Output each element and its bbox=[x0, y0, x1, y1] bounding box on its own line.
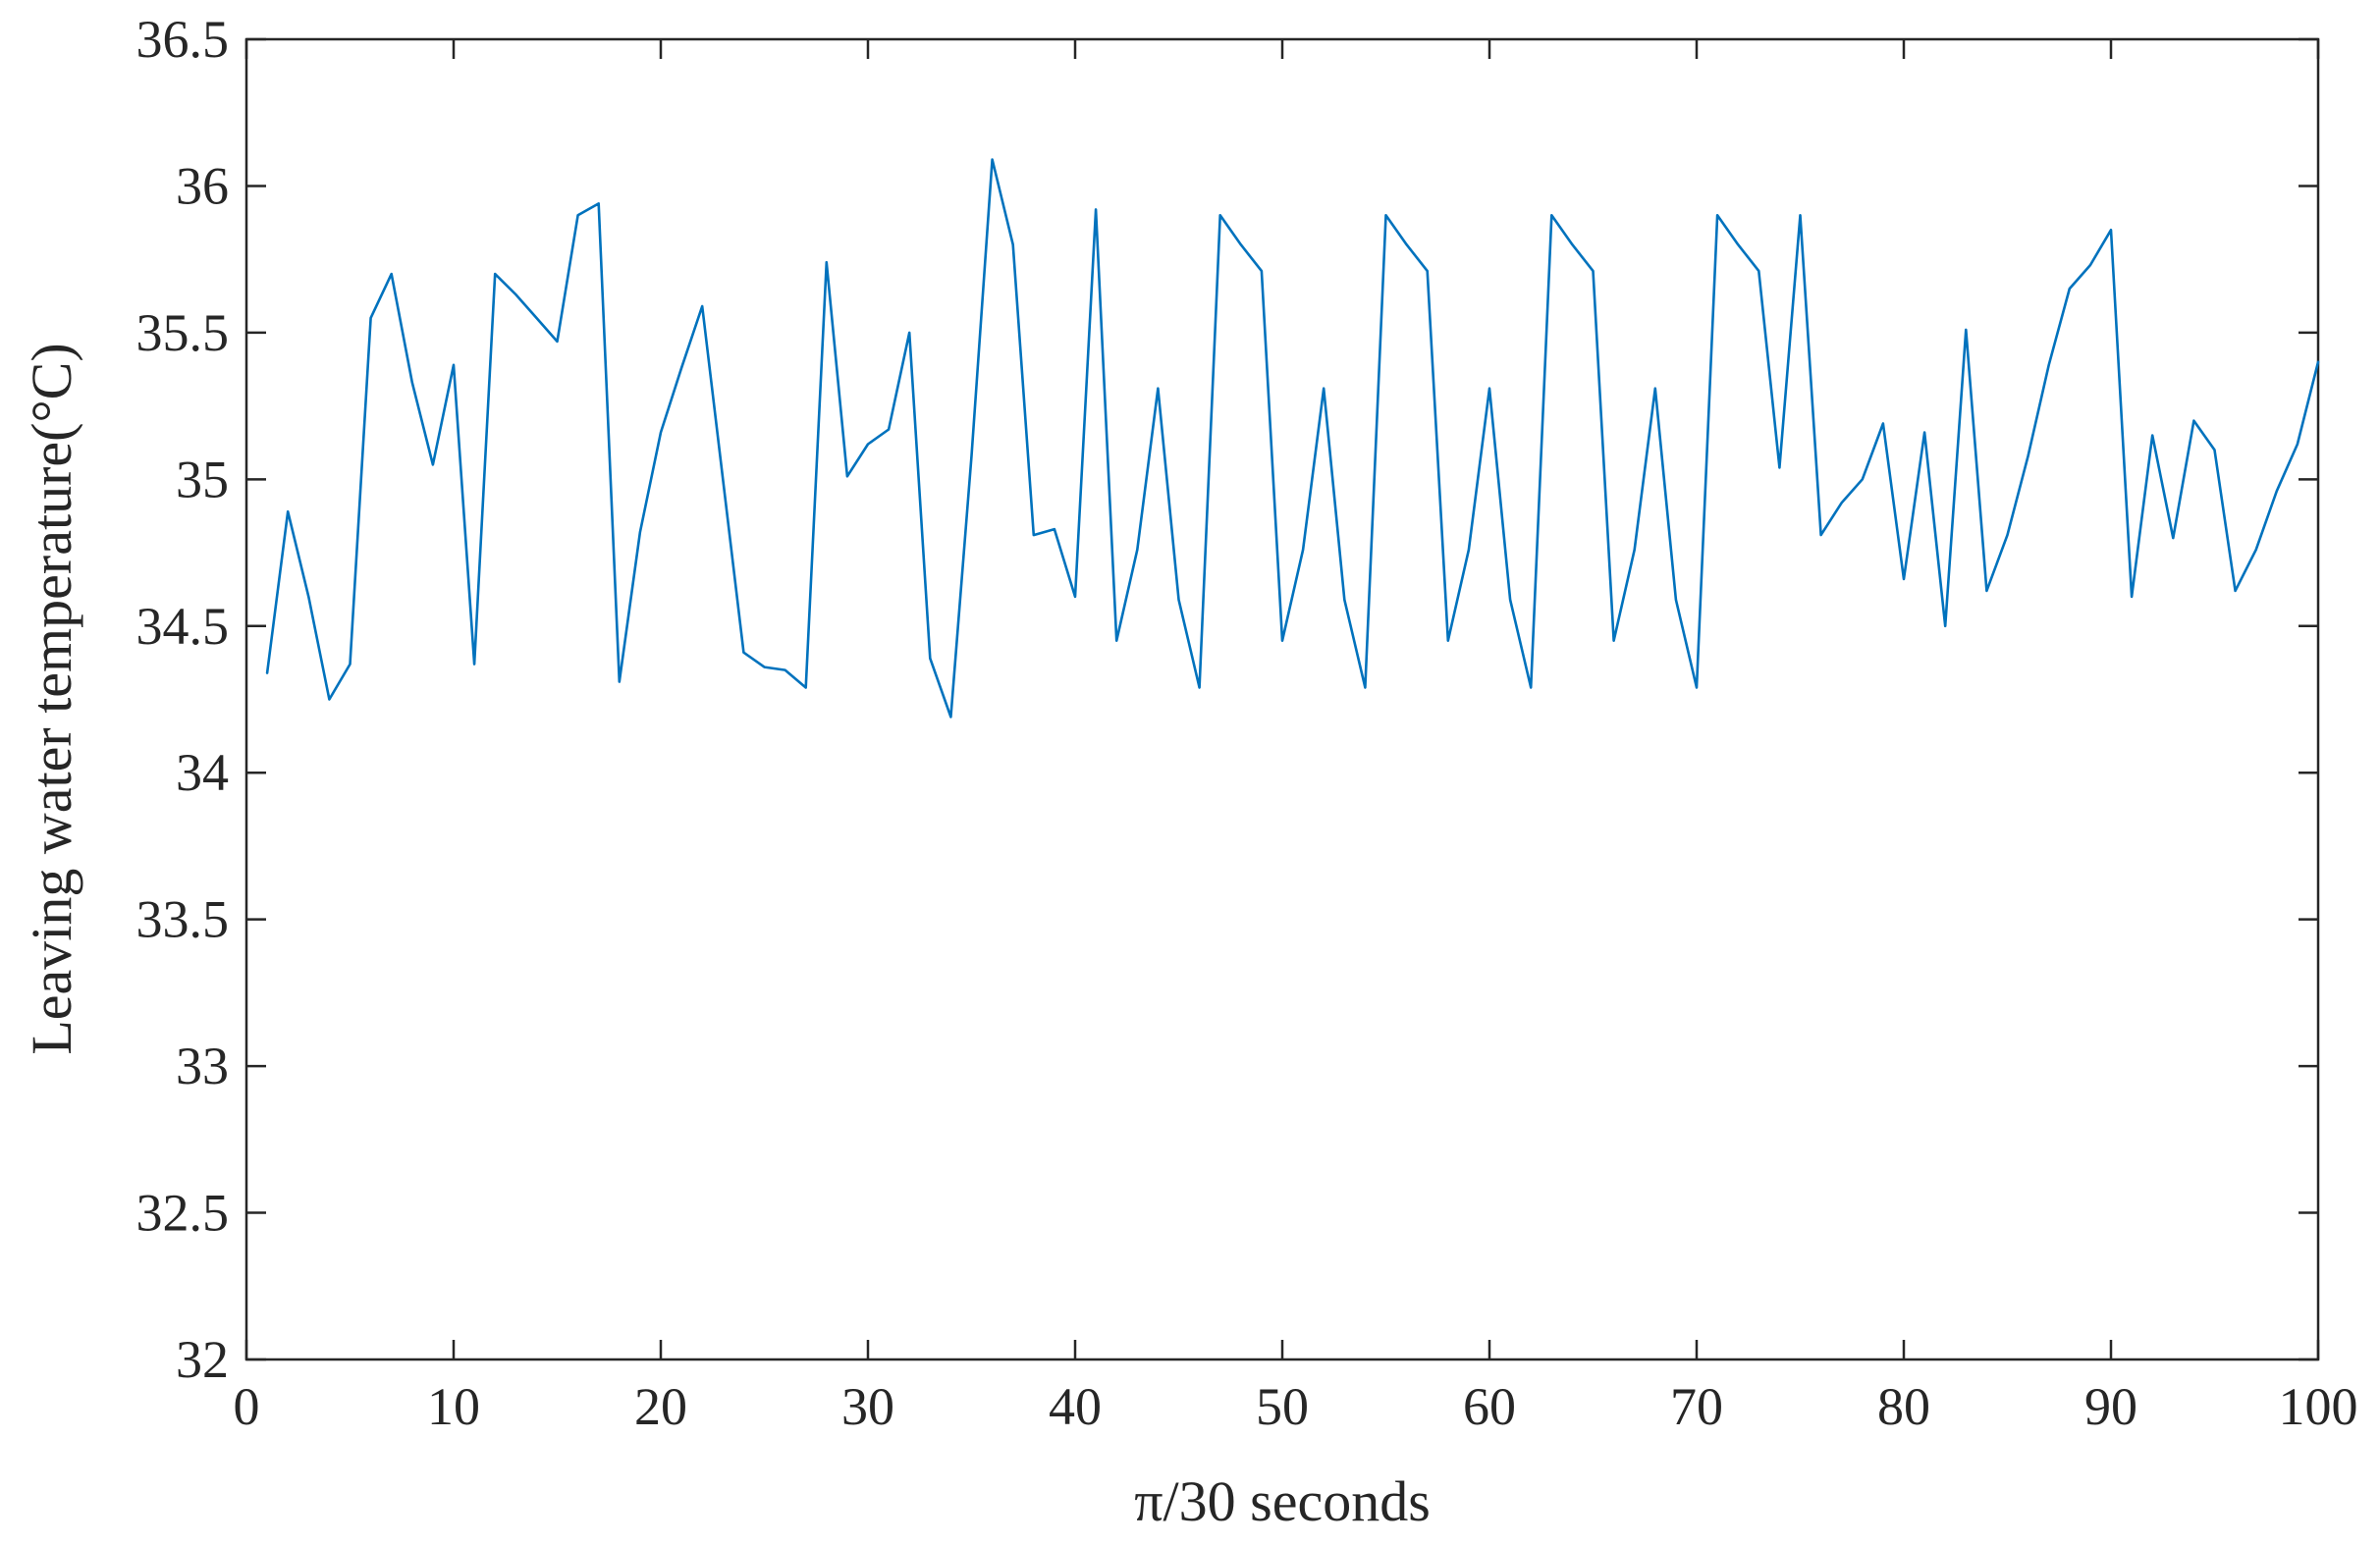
y-tick-label: 33.5 bbox=[136, 890, 230, 949]
x-tick-label: 50 bbox=[1256, 1377, 1309, 1436]
series-line-0 bbox=[265, 158, 2320, 719]
plot-area-frame bbox=[244, 37, 2320, 1361]
y-tick-label: 34.5 bbox=[136, 597, 230, 656]
x-tick-label: 0 bbox=[234, 1377, 260, 1436]
series-layer bbox=[265, 158, 2320, 719]
y-tick-label: 34 bbox=[176, 743, 229, 802]
x-axis-ticks: 0 10 20 30 40 50 60 70 80 90 100 bbox=[234, 39, 2358, 1436]
x-tick-label: 90 bbox=[2084, 1377, 2137, 1436]
x-tick-label: 60 bbox=[1463, 1377, 1516, 1436]
x-tick-label: 30 bbox=[841, 1377, 894, 1436]
x-tick-label: 10 bbox=[427, 1377, 480, 1436]
x-tick-label: 20 bbox=[634, 1377, 687, 1436]
y-tick-label: 36 bbox=[176, 156, 229, 215]
y-tick-label: 35 bbox=[176, 450, 229, 508]
y-axis-title: Leaving water temperature(°C) bbox=[20, 343, 83, 1054]
y-tick-label: 36.5 bbox=[136, 10, 230, 69]
x-axis-title: π/30 seconds bbox=[1134, 1469, 1431, 1533]
y-tick-label: 33 bbox=[176, 1037, 229, 1095]
x-tick-label: 40 bbox=[1049, 1377, 1102, 1436]
y-axis-ticks: 32 32.5 33 33.5 34 34.5 35 35.5 36 36.5 bbox=[136, 10, 2318, 1389]
x-tick-label: 80 bbox=[1877, 1377, 1930, 1436]
y-tick-label: 32.5 bbox=[136, 1184, 230, 1243]
x-tick-label: 70 bbox=[1670, 1377, 1723, 1436]
y-tick-label: 32 bbox=[176, 1330, 229, 1389]
x-tick-label: 100 bbox=[2279, 1377, 2358, 1436]
y-tick-label: 35.5 bbox=[136, 303, 230, 362]
